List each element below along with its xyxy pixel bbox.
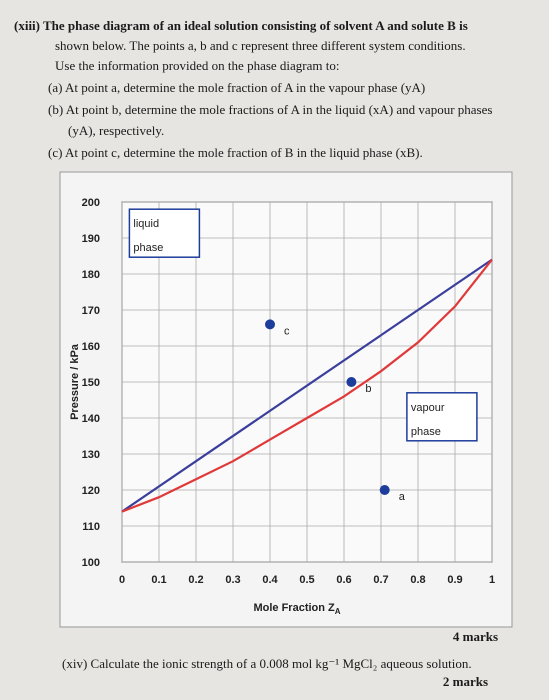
x-tick-label: 0	[119, 574, 125, 586]
region-label: liquid	[133, 218, 159, 230]
x-axis-label: Mole Fraction ZA	[253, 602, 340, 616]
region-box	[128, 208, 201, 258]
question-line: (yA), respectively.	[68, 123, 164, 138]
point	[265, 319, 275, 330]
question-line: shown below. The points a, b and c repre…	[55, 38, 466, 53]
y-tick-label: 200	[82, 197, 100, 209]
next-question: (xiv) Calculate the ionic strength of a …	[62, 656, 472, 671]
question-line: (b) At point b, determine the mole fract…	[48, 102, 492, 117]
region-label: vapour	[411, 402, 445, 414]
point	[346, 377, 357, 387]
curve	[121, 258, 493, 513]
x-tick-label: 0.1	[151, 574, 166, 586]
point	[379, 485, 390, 495]
y-tick-label: 100	[82, 557, 100, 569]
y-tick-label: 160	[82, 341, 100, 353]
marks: 2 marks	[443, 674, 488, 689]
question-line: Use the information provided on the phas…	[55, 58, 339, 73]
x-tick-label: 0.2	[188, 574, 203, 586]
y-tick-label: 110	[82, 521, 100, 533]
y-tick-label: 180	[82, 269, 100, 281]
curve	[121, 258, 493, 513]
x-tick-label: 1	[489, 574, 495, 586]
x-tick-label: 0.7	[373, 574, 388, 586]
question-line: (a) At point a, determine the mole fract…	[48, 80, 425, 95]
region-label: phase	[411, 426, 441, 438]
x-tick-label: 0.4	[262, 574, 278, 586]
x-tick-label: 0.9	[447, 574, 462, 586]
point-label: b	[365, 383, 371, 395]
y-tick-label: 190	[82, 233, 100, 245]
y-tick-label: 130	[82, 449, 100, 461]
x-tick-label: 0.8	[410, 574, 425, 586]
question-line: (c) At point c, determine the mole fract…	[48, 145, 423, 160]
x-axis-label-sub: A	[335, 607, 341, 616]
x-axis-label-main: Mole Fraction Z	[253, 602, 335, 614]
x-tick-label: 0.6	[336, 574, 351, 586]
x-tick-label: 0.5	[299, 574, 314, 586]
region-label: phase	[133, 242, 163, 254]
y-tick-label: 120	[82, 485, 100, 497]
point-label: c	[284, 325, 290, 337]
question-line: (xiii) The phase diagram of an ideal sol…	[14, 18, 468, 33]
y-axis-label: Pressure / kPa	[69, 343, 81, 420]
y-tick-label: 170	[82, 305, 100, 317]
region-box	[406, 392, 478, 442]
y-tick-label: 140	[82, 413, 100, 425]
marks: 4 marks	[453, 629, 498, 644]
x-tick-label: 0.3	[225, 574, 240, 586]
point-label: a	[399, 491, 406, 503]
y-tick-label: 150	[82, 377, 100, 389]
